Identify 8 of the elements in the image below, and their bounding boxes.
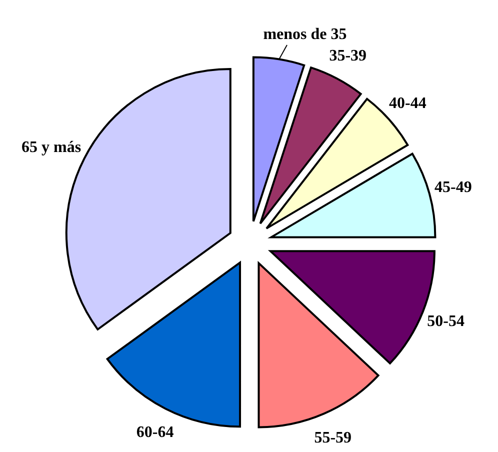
slice-label: 65 y más	[22, 138, 82, 156]
slice-label: 60-64	[136, 424, 174, 441]
slice-label: menos de 35	[263, 26, 347, 43]
slice-label: 45-49	[434, 179, 472, 196]
slice-label: 40-44	[389, 94, 426, 112]
slice-label: 55-59	[314, 430, 352, 447]
slice-label: 50-54	[427, 313, 464, 330]
slice-label: 35-39	[329, 48, 367, 65]
